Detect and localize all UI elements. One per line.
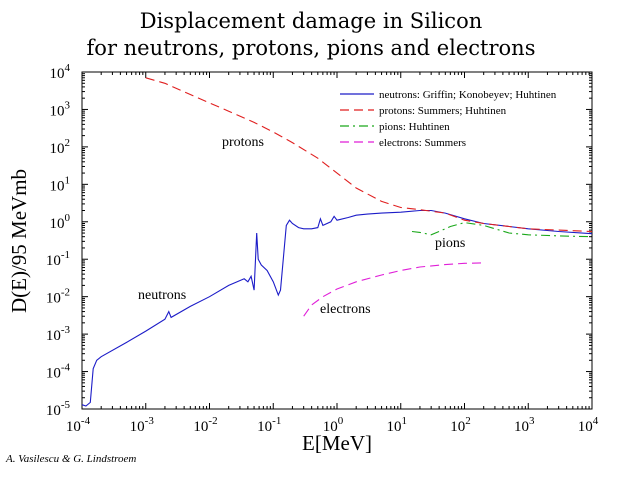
x-tick-label: 104 bbox=[578, 415, 599, 435]
y-tick-label: 10-1 bbox=[46, 249, 70, 269]
x-tick-label: 100 bbox=[323, 415, 344, 435]
y-tick-label: 104 bbox=[50, 62, 71, 82]
annotation-electrons: electrons bbox=[320, 302, 371, 317]
annotation-pions: pions bbox=[435, 236, 465, 251]
series-line-neutrons bbox=[81, 209, 593, 407]
chart-title-line-2: for neutrons, protons, pions and electro… bbox=[87, 36, 536, 60]
y-tick-labels: 10-5 10-4 10-3 10-2 10-1 100 101 102 103 104 bbox=[46, 62, 71, 419]
y-tick-label: 10-4 bbox=[46, 362, 71, 382]
legend-label-protons: protons: Summers; Huhtinen bbox=[379, 105, 507, 117]
y-tick-label: 101 bbox=[50, 174, 71, 194]
series-line-pions bbox=[411, 222, 593, 238]
chart-title-line-1: Displacement damage in Silicon bbox=[140, 9, 483, 33]
y-tick-label: 10-2 bbox=[46, 287, 70, 307]
x-tick-label: 10-2 bbox=[193, 415, 217, 435]
x-tick-label: 10-1 bbox=[257, 415, 281, 435]
credit-text: A. Vasilescu & G. Lindstroem bbox=[5, 453, 136, 465]
x-tick-labels: 10-4 10-3 10-2 10-1 100 101 102 103 104 bbox=[66, 415, 599, 435]
annotation-neutrons: neutrons bbox=[138, 288, 186, 303]
legend-label-pions: pions: Huhtinen bbox=[379, 121, 450, 133]
legend: neutrons: Griffin; Konobeyev; Huhtinen pr… bbox=[340, 89, 557, 149]
x-tick-label: 101 bbox=[387, 415, 408, 435]
series-line-electrons bbox=[303, 262, 484, 317]
legend-label-electrons: electrons: Summers bbox=[379, 137, 466, 149]
tick-marks bbox=[81, 71, 593, 410]
y-tick-label: 102 bbox=[50, 137, 71, 157]
y-tick-label: 103 bbox=[50, 99, 71, 119]
y-axis-label: D(E)/95 MeVmb bbox=[7, 169, 31, 313]
legend-label-neutrons: neutrons: Griffin; Konobeyev; Huhtinen bbox=[379, 89, 557, 101]
x-tick-label: 102 bbox=[450, 415, 471, 435]
series-group bbox=[81, 77, 593, 407]
x-tick-label: 103 bbox=[514, 415, 535, 435]
annotation-protons: protons bbox=[222, 135, 264, 150]
y-tick-label: 10-3 bbox=[46, 324, 71, 344]
x-axis-label: E[MeV] bbox=[302, 431, 372, 455]
plot-frame bbox=[81, 71, 593, 410]
y-tick-label: 10-5 bbox=[46, 399, 71, 419]
x-tick-label: 10-3 bbox=[130, 415, 155, 435]
x-tick-label: 10-4 bbox=[66, 415, 91, 435]
y-tick-label: 100 bbox=[50, 212, 71, 232]
series-line-protons bbox=[145, 77, 593, 233]
